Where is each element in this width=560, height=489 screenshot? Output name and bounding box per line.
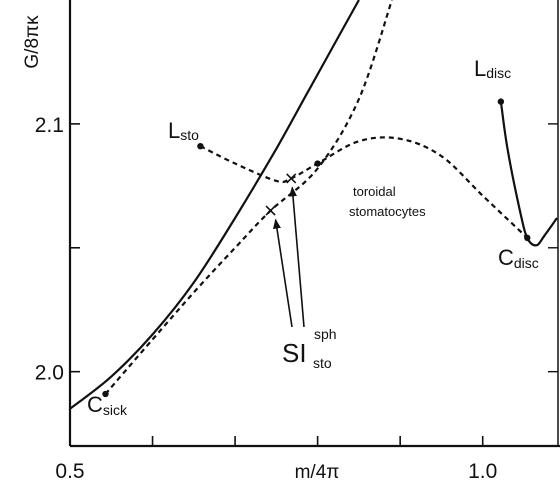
label-l-sto: Lsto <box>168 118 199 143</box>
tick-labels: 0.5 1.0 2.0 2.1 <box>35 114 498 483</box>
label-l-disc: Ldisc <box>474 56 511 81</box>
cross-marker <box>265 205 276 216</box>
cross-marker <box>286 173 297 184</box>
point-marker <box>524 234 531 242</box>
y-tick-label: 2.0 <box>35 362 64 385</box>
point-marker <box>497 98 505 105</box>
series-line-1 <box>70 0 360 410</box>
point-marker <box>197 142 204 150</box>
point-marker <box>314 160 321 167</box>
x-tick-label: 1.0 <box>468 460 497 483</box>
annotation-arrow <box>272 218 293 328</box>
y-tick-label: 2.1 <box>35 114 64 137</box>
label-c-disc: Cdisc <box>498 245 539 271</box>
label-toroidal-line1: toroidal <box>353 184 396 199</box>
x-tick-label: 0.5 <box>55 460 84 483</box>
tick-marks <box>69 123 558 446</box>
label-si-sto-main: SI <box>282 338 307 368</box>
series-line-4 <box>499 101 558 247</box>
label-si-sto-sup: sph <box>314 326 337 342</box>
arrow-layer <box>272 186 305 328</box>
marker-layer <box>102 98 531 398</box>
point-marker <box>102 390 109 398</box>
annotation-arrow <box>288 186 305 328</box>
label-toroidal-line2: stomatocytes <box>349 204 426 219</box>
x-axis-title: m/4π <box>295 462 340 483</box>
series-line-3 <box>199 136 529 239</box>
y-axis-title: G/8πκ <box>22 15 43 69</box>
label-si-sto-sub: sto <box>313 355 332 371</box>
series-line-2 <box>104 0 393 395</box>
label-c-sick: Csick <box>87 392 128 418</box>
